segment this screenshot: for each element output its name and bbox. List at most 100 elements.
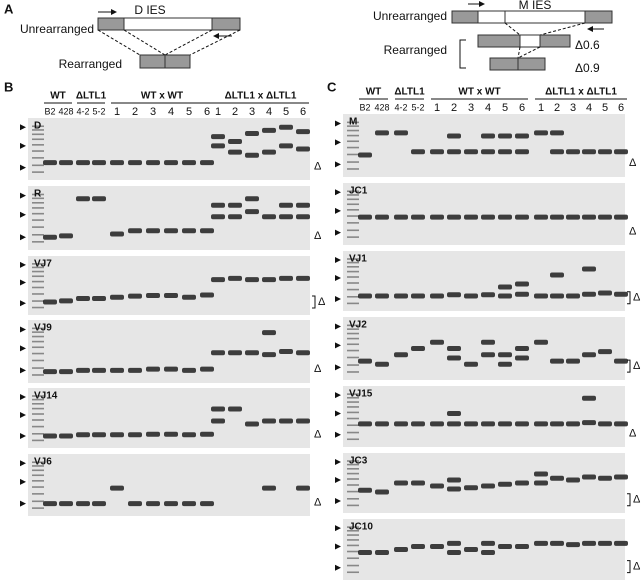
ladder-band xyxy=(32,359,44,362)
band xyxy=(262,485,276,491)
ladder-band xyxy=(32,293,44,295)
ladder-band xyxy=(347,209,359,211)
band xyxy=(245,152,259,158)
band xyxy=(279,349,293,354)
band xyxy=(464,214,478,220)
lane-label: 3 xyxy=(249,106,255,118)
band xyxy=(182,367,196,373)
band xyxy=(447,421,461,427)
band xyxy=(582,540,596,546)
band xyxy=(211,202,225,208)
ladder-band xyxy=(32,493,44,495)
ladder-band xyxy=(347,349,359,352)
band xyxy=(498,352,512,358)
band xyxy=(146,293,160,299)
band xyxy=(515,355,529,361)
band xyxy=(430,149,444,155)
gel-name: VJ15 xyxy=(349,389,373,400)
size-arrowhead xyxy=(20,164,26,171)
band xyxy=(358,487,372,493)
ladder-band xyxy=(32,138,44,141)
diagram-d-ies: D IES Unrearranged Rearranged xyxy=(20,3,241,71)
band xyxy=(279,418,293,424)
ladder-band xyxy=(347,337,359,340)
ladder-band xyxy=(347,468,359,470)
band xyxy=(92,295,106,301)
band xyxy=(128,160,142,166)
bracket xyxy=(312,295,316,309)
band xyxy=(200,292,214,298)
size-arrowhead xyxy=(20,142,26,149)
band xyxy=(279,202,293,208)
band xyxy=(375,550,389,556)
lane-label: 6 xyxy=(204,106,210,118)
size-arrowhead xyxy=(335,392,341,399)
delta-label: Δ xyxy=(314,429,322,441)
band xyxy=(211,143,225,149)
size-arrowhead xyxy=(335,543,341,550)
ladder-band xyxy=(347,222,359,224)
band xyxy=(76,432,90,438)
band xyxy=(182,294,196,300)
lane-label: 4 xyxy=(485,102,491,114)
band xyxy=(582,395,596,401)
gel: VJ15 Δ xyxy=(335,386,637,447)
band xyxy=(411,214,425,220)
band xyxy=(464,361,478,367)
ladder-band xyxy=(32,374,44,376)
gel: DΔ xyxy=(20,118,322,180)
band xyxy=(582,352,596,358)
band xyxy=(550,130,564,136)
gel-image xyxy=(28,388,310,448)
delta-label: Δ xyxy=(629,157,637,169)
lane-label: 1 xyxy=(434,102,440,114)
ladder-band xyxy=(347,198,359,201)
size-arrowhead xyxy=(20,345,26,352)
band xyxy=(481,421,495,427)
size-arrowhead xyxy=(20,367,26,374)
band xyxy=(394,421,408,427)
band xyxy=(614,540,628,546)
band xyxy=(498,149,512,155)
ladder-band xyxy=(32,286,44,289)
band xyxy=(262,418,276,424)
band xyxy=(566,214,580,220)
band xyxy=(59,160,73,166)
ladder-band xyxy=(347,258,359,260)
band xyxy=(515,421,529,427)
gel-name: VJ14 xyxy=(34,391,58,402)
lane-label: 1 xyxy=(215,106,221,118)
ladder-band xyxy=(347,478,359,480)
gel: VJ9 Δ xyxy=(20,320,322,383)
gel-name: M xyxy=(349,117,357,128)
state-label: Unrearranged xyxy=(373,9,447,23)
group-label: WT xyxy=(50,91,66,102)
ladder-band xyxy=(32,474,44,477)
ladder-band xyxy=(32,486,44,488)
band xyxy=(447,410,461,416)
ladder-band xyxy=(32,150,44,152)
band xyxy=(279,275,293,281)
band xyxy=(110,231,124,237)
band xyxy=(110,485,124,491)
ladder-band xyxy=(32,413,44,415)
band xyxy=(582,149,596,155)
ladder-band xyxy=(347,356,359,359)
lane-label: 1 xyxy=(114,106,120,118)
band xyxy=(128,228,142,234)
ladder-band xyxy=(347,302,359,305)
band xyxy=(110,367,124,373)
band xyxy=(447,486,461,492)
band xyxy=(614,291,628,297)
band xyxy=(515,291,529,297)
gel-name: R xyxy=(34,189,42,200)
band xyxy=(550,272,564,278)
ladder-band xyxy=(32,226,44,228)
group-label: WT x WT xyxy=(141,91,183,102)
ladder-band xyxy=(347,438,359,441)
size-arrowhead xyxy=(335,275,341,281)
size-arrowhead xyxy=(20,124,26,131)
band xyxy=(59,369,73,375)
band xyxy=(481,133,495,139)
